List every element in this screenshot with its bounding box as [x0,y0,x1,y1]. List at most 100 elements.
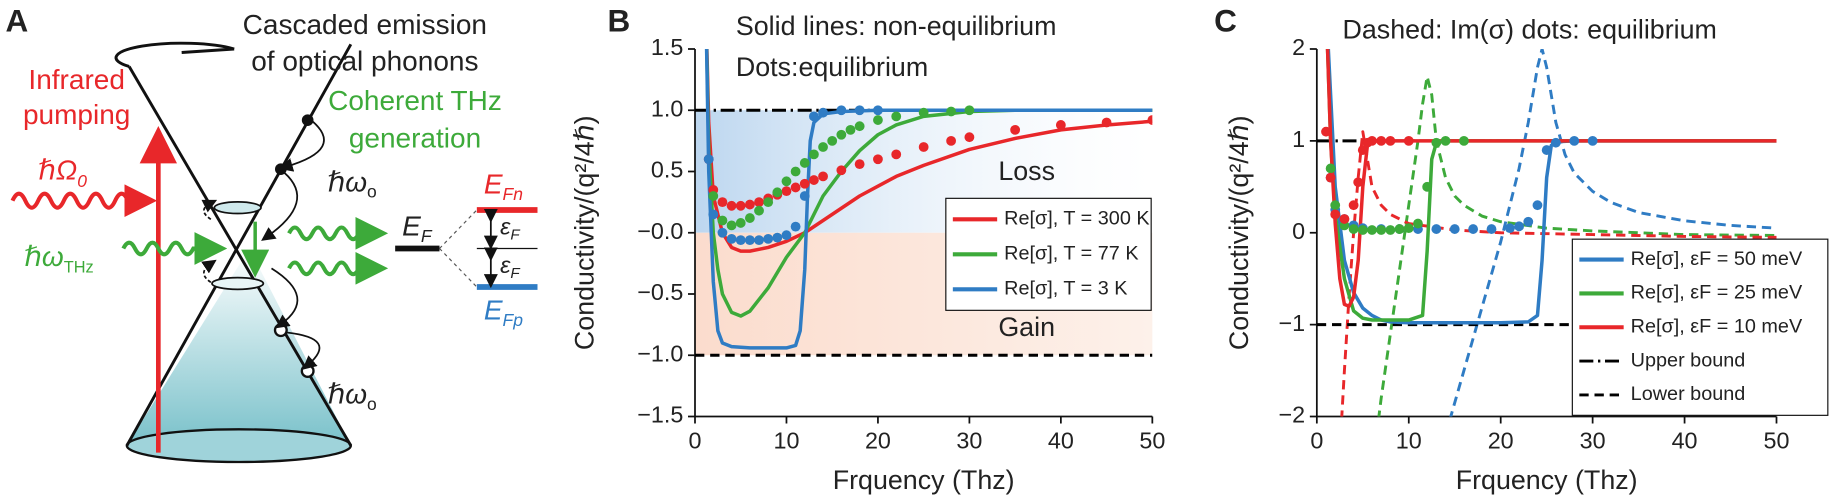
data-point [1394,224,1405,234]
data-point [818,142,828,152]
x-tick-label: 50 [1764,427,1790,453]
data-point [1357,145,1368,155]
data-point [735,218,746,228]
data-point [754,205,764,216]
symbol: ℏΩ [38,155,77,186]
data-point [703,154,714,165]
data-point [1348,200,1359,211]
legend: Re[σ], T = 300 K Re[σ], T = 77 K Re[σ], T … [945,197,1152,311]
data-point [1486,224,1497,234]
connector [439,248,478,288]
x-tick-label: 10 [1396,427,1422,453]
data-point [836,129,847,140]
symbol: ε [500,252,511,278]
symbol: E [484,295,503,326]
annotation: Loss [998,156,1055,186]
data-point [1385,135,1396,146]
eps-label: εF [500,252,520,282]
hole [300,364,315,378]
subscript: THz [64,259,94,277]
fermi-ring [213,200,262,215]
subscript: F [421,225,433,245]
phonon-text: Cascaded emission [243,9,487,40]
data-line [704,49,1153,350]
data-point [946,135,957,146]
cone-top [114,41,235,68]
symbol: ℏω [328,379,368,410]
data-point [1353,177,1364,188]
panel-label: A [6,3,29,39]
symbol: E [402,211,421,242]
subscript: o [367,393,377,413]
subscript: Fp [503,309,524,329]
phonon-arrow [286,331,321,370]
data-point [1367,135,1377,146]
data-point [891,111,902,122]
data-line [705,49,1153,253]
thz-freq: ℏωTHz [24,241,94,276]
x-tick-label: 10 [773,427,799,453]
y-tick-label: 0 [1292,218,1305,244]
x-axis-title: Frquency (Thz) [1456,465,1638,495]
data-point [827,135,838,146]
data-point [1147,115,1153,125]
data-point [809,111,819,122]
data-point [1422,181,1433,192]
x-tick-label: 20 [865,427,891,453]
data-point [790,182,801,193]
connector [439,209,478,249]
data-point [918,142,929,152]
cone-edge [125,43,353,447]
electron [301,114,314,126]
y-tick-label: −1.0 [637,340,683,366]
symbol: ε [500,214,511,240]
data-point [763,197,774,208]
data-point [1532,200,1543,211]
annotation: Solid lines: non-equilibrium [736,11,1057,41]
x-axis-title: Frquency (Thz) [833,465,1015,495]
fermi-n-label: EFn [484,169,523,203]
data-point [726,200,737,211]
data-point [1569,135,1580,146]
annotation: Gain [998,312,1055,342]
data-point [854,105,865,116]
annotation: Dots:equilibrium [736,52,928,82]
chart: 0 10 20 30 40 50 −2 −1 0 1 2 Frquency (Thz) Conducti… [1214,3,1829,495]
data-point [790,166,801,177]
y-tick-label: −0.0 [637,218,683,244]
data-point [772,232,783,243]
data-point [1385,225,1396,235]
data-point [1541,145,1552,155]
x-tick-label: 30 [1580,427,1606,453]
y-tick-label: −1.5 [637,402,683,428]
data-point [799,191,810,201]
panel-label: B [608,3,631,39]
phonon-arrow [201,259,217,284]
data-point [1325,163,1336,174]
y-tick-label: −1 [1279,310,1306,336]
thz-text: Coherent THz [328,85,502,116]
lower-cone [126,248,351,446]
legend-label: Re[σ], T = 300 K [1004,208,1149,230]
data-point [1514,221,1524,232]
data-point [809,175,819,185]
legend-label: Upper bound [1631,349,1746,371]
x-tick-label: 30 [956,427,982,453]
phonon-arrow [261,172,299,241]
data-point [790,221,801,232]
data-point [1504,223,1515,234]
phonon-arrow [271,267,299,329]
x-tick-label: 20 [1488,427,1514,453]
data-point [1587,135,1598,146]
legend-label: Re[σ], εF = 25 meV [1631,282,1803,304]
x-tick-label: 40 [1048,427,1074,453]
subscript: 0 [77,171,87,191]
pump-text: Infrared [28,64,125,95]
data-point [873,105,883,116]
data-point [1440,135,1451,146]
data-point [1403,135,1414,146]
symbol: ℏω [24,241,64,272]
thz-wave [121,232,228,265]
y-tick-label: 1 [1292,126,1305,152]
fermi-ring [211,276,265,291]
